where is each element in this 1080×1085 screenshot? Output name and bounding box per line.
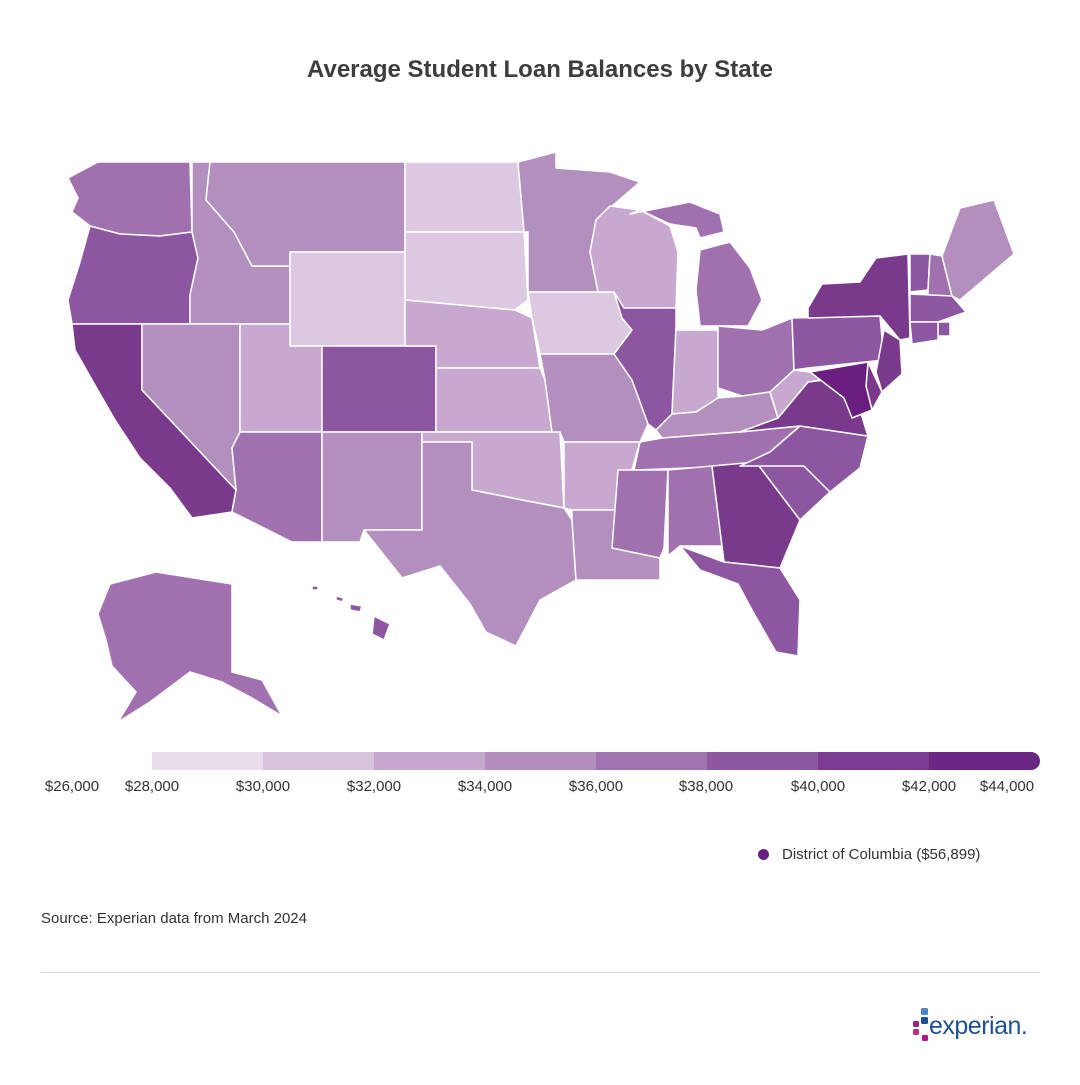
state-arizona: Arizona bbox=[231, 431, 323, 543]
state-alabama: Alabama bbox=[667, 465, 723, 557]
state-north-dakota: North Dakota bbox=[404, 161, 525, 233]
state-new-mexico: New Mexico bbox=[321, 431, 423, 543]
legend-swatch bbox=[707, 752, 818, 770]
state-massachusetts: Massachusetts bbox=[909, 293, 967, 323]
state-mississippi: Mississippi bbox=[611, 469, 669, 559]
state-colorado: Colorado bbox=[321, 345, 437, 433]
legend-color-scale bbox=[152, 752, 1040, 770]
state-hawaii: Hawaii bbox=[311, 585, 391, 641]
us-map: WashingtonOregonCaliforniaIdahoNevadaMon… bbox=[67, 151, 1015, 723]
dc-note-label: District of Columbia ($56,899) bbox=[782, 846, 981, 863]
legend-swatch bbox=[929, 752, 1040, 770]
state-south-dakota: South Dakota bbox=[404, 231, 529, 311]
state-wyoming: Wyoming bbox=[289, 251, 406, 347]
state-pennsylvania: Pennsylvania bbox=[791, 315, 885, 371]
legend-label: $30,000 bbox=[235, 778, 291, 795]
experian-logo: experian. bbox=[912, 1008, 1042, 1048]
state-north-carolina: North Carolina bbox=[739, 425, 869, 493]
legend-label: $32,000 bbox=[346, 778, 402, 795]
source-note: Source: Experian data from March 2024 bbox=[41, 910, 307, 927]
legend-swatch bbox=[485, 752, 596, 770]
legend-swatch bbox=[596, 752, 707, 770]
state-alaska: Alaska bbox=[97, 571, 283, 723]
state-texas: Texas bbox=[363, 441, 577, 647]
state-florida: Florida bbox=[679, 545, 801, 657]
divider bbox=[41, 972, 1040, 973]
state-connecticut: Connecticut bbox=[909, 321, 939, 345]
state-oregon: Oregon bbox=[67, 225, 199, 325]
page-title: Average Student Loan Balances by State bbox=[307, 56, 773, 83]
state-new-jersey: New Jersey bbox=[875, 329, 903, 393]
legend-swatch bbox=[374, 752, 485, 770]
legend-swatch bbox=[152, 752, 263, 770]
legend-labels: $26,000 $28,000 $30,000 $32,000 $34,000 $36,0… bbox=[0, 778, 1080, 798]
state-rhode-island: Rhode Island bbox=[937, 321, 951, 337]
state-kansas: Kansas bbox=[435, 367, 553, 433]
state-michigan: Michigan bbox=[629, 201, 763, 327]
legend-swatch bbox=[263, 752, 374, 770]
legend-label: $44,000 bbox=[979, 778, 1035, 795]
legend-label: $38,000 bbox=[678, 778, 734, 795]
legend-label: $26,000 bbox=[44, 778, 100, 795]
legend-label: $36,000 bbox=[568, 778, 624, 795]
state-vermont: Vermont bbox=[909, 253, 931, 293]
legend-label: $28,000 bbox=[124, 778, 180, 795]
dc-dot-icon bbox=[758, 849, 769, 860]
dc-legend-note: District of Columbia ($56,899) bbox=[758, 846, 980, 863]
state-maine: Maine bbox=[941, 199, 1015, 301]
state-new-york: New York bbox=[807, 253, 911, 341]
experian-logo-icon bbox=[913, 1008, 928, 1041]
legend-label: $34,000 bbox=[457, 778, 513, 795]
legend-label: $42,000 bbox=[901, 778, 957, 795]
state-illinois: Illinois bbox=[613, 291, 677, 431]
legend-label: $40,000 bbox=[790, 778, 846, 795]
state-indiana: Indiana bbox=[671, 327, 719, 415]
experian-logo-text: experian. bbox=[929, 1012, 1028, 1040]
state-washington: Washington bbox=[67, 161, 193, 237]
legend-swatch bbox=[818, 752, 929, 770]
state-maryland: Maryland bbox=[809, 361, 873, 419]
